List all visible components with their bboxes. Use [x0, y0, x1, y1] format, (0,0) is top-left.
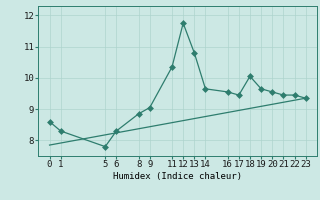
X-axis label: Humidex (Indice chaleur): Humidex (Indice chaleur) [113, 172, 242, 181]
